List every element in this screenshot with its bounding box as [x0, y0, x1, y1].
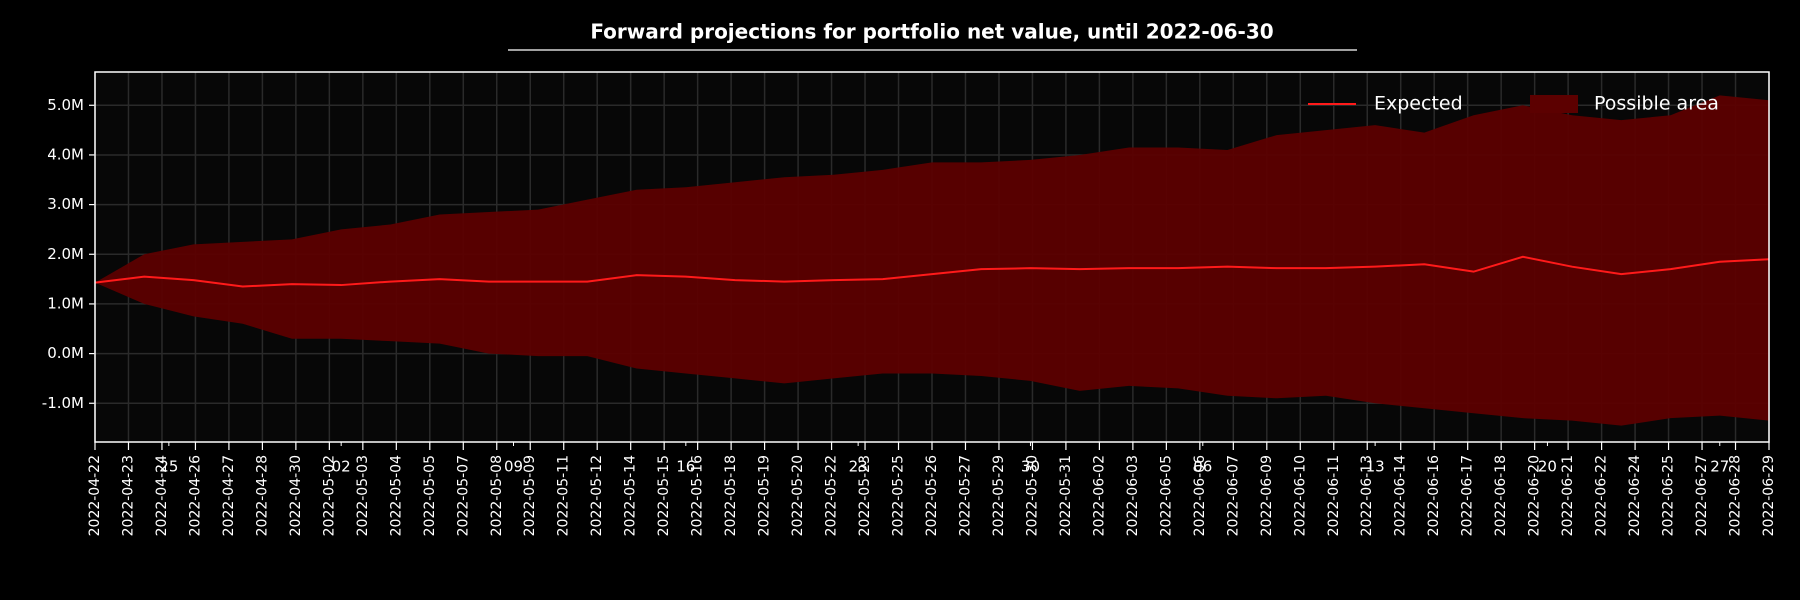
x-tick-label: 2022-05-12 — [589, 455, 605, 536]
x-tick-label: 2022-06-29 — [1761, 455, 1777, 536]
x-tick-label: 2022-06-02 — [1091, 455, 1107, 536]
x-tick-label: 2022-06-13 — [1359, 455, 1375, 536]
x-minor-tick-label: 06 — [1193, 458, 1212, 476]
x-tick-label: 2022-05-03 — [355, 455, 371, 536]
x-tick-label: 2022-05-26 — [924, 455, 940, 536]
chart-title: Forward projections for portfolio net va… — [590, 20, 1273, 44]
x-tick-label: 2022-05-15 — [656, 455, 672, 536]
x-minor-tick-label: 13 — [1366, 458, 1385, 476]
y-tick-label: -1.0M — [42, 394, 84, 412]
x-tick-label: 2022-06-03 — [1125, 455, 1141, 536]
x-tick-label: 2022-04-28 — [254, 455, 270, 536]
x-tick-label: 2022-05-16 — [690, 455, 706, 536]
x-tick-label: 2022-05-27 — [957, 455, 973, 536]
x-tick-label: 2022-06-11 — [1326, 455, 1342, 536]
x-tick-label: 2022-06-22 — [1594, 455, 1610, 536]
legend-label: Expected — [1374, 93, 1463, 115]
x-tick-label: 2022-04-24 — [154, 455, 170, 536]
x-tick-label: 2022-06-16 — [1426, 455, 1442, 536]
x-tick-label: 2022-06-28 — [1728, 455, 1744, 536]
x-tick-label: 2022-05-02 — [321, 455, 337, 536]
x-tick-label: 2022-06-05 — [1158, 455, 1174, 536]
possible-area — [95, 95, 1769, 426]
x-tick-label: 2022-06-14 — [1393, 455, 1409, 536]
x-tick-label: 2022-06-17 — [1460, 455, 1476, 536]
x-tick-label: 2022-05-22 — [824, 455, 840, 536]
x-minor-tick-label: 30 — [1021, 458, 1040, 476]
y-tick-label: 1.0M — [47, 294, 84, 312]
x-tick-label: 2022-06-09 — [1259, 455, 1275, 536]
x-tick-label: 2022-06-20 — [1527, 455, 1543, 536]
x-tick-label: 2022-04-27 — [221, 455, 237, 536]
y-tick-label: 0.0M — [47, 344, 84, 362]
x-tick-label: 2022-05-11 — [556, 455, 572, 536]
y-tick-label: 2.0M — [47, 245, 84, 263]
x-tick-label: 2022-05-30 — [1024, 455, 1040, 536]
x-tick-label: 2022-06-18 — [1493, 455, 1509, 536]
x-minor-tick-label: 23 — [849, 458, 868, 476]
x-minor-tick-label: 20 — [1538, 458, 1557, 476]
x-tick-label: 2022-06-21 — [1560, 455, 1576, 536]
y-tick-label: 5.0M — [47, 96, 84, 114]
x-tick-label: 2022-06-25 — [1661, 455, 1677, 536]
x-tick-label: 2022-06-06 — [1192, 455, 1208, 536]
x-tick-label: 2022-04-23 — [120, 455, 136, 536]
x-tick-label: 2022-05-20 — [790, 455, 806, 536]
y-tick-label: 4.0M — [47, 145, 84, 163]
x-tick-label: 2022-05-08 — [489, 455, 505, 536]
x-tick-label: 2022-06-27 — [1694, 455, 1710, 536]
x-minor-tick-label: 27 — [1710, 458, 1729, 476]
expected-line — [94, 255, 1770, 288]
x-tick-label: 2022-05-18 — [723, 455, 739, 536]
legend-label: Possible area — [1594, 93, 1719, 115]
x-tick-label: 2022-05-23 — [857, 455, 873, 536]
x-tick-label: 2022-05-31 — [1058, 455, 1074, 536]
x-tick-label: 2022-05-09 — [522, 455, 538, 536]
x-tick-label: 2022-05-25 — [891, 455, 907, 536]
x-tick-label: 2022-05-04 — [388, 455, 404, 536]
x-minor-tick-label: 16 — [676, 458, 695, 476]
x-tick-label: 2022-04-26 — [187, 455, 203, 536]
x-tick-label: 2022-05-19 — [757, 455, 773, 536]
x-tick-label: 2022-06-10 — [1292, 455, 1308, 536]
x-tick-label: 2022-04-22 — [87, 455, 103, 536]
legend-patch — [1530, 95, 1578, 113]
x-tick-label: 2022-06-07 — [1225, 455, 1241, 536]
x-tick-label: 2022-06-24 — [1627, 455, 1643, 536]
x-tick-label: 2022-05-07 — [455, 455, 471, 536]
x-minor-tick-label: 02 — [332, 458, 351, 476]
x-tick-label: 2022-05-05 — [422, 455, 438, 536]
x-tick-label: 2022-05-29 — [991, 455, 1007, 536]
x-minor-tick-label: 25 — [159, 458, 178, 476]
y-tick-label: 3.0M — [47, 195, 84, 213]
x-tick-label: 2022-05-14 — [623, 455, 639, 536]
x-tick-label: 2022-04-30 — [288, 455, 304, 536]
x-minor-tick-label: 09 — [504, 458, 523, 476]
plot-frame — [94, 71, 1770, 443]
